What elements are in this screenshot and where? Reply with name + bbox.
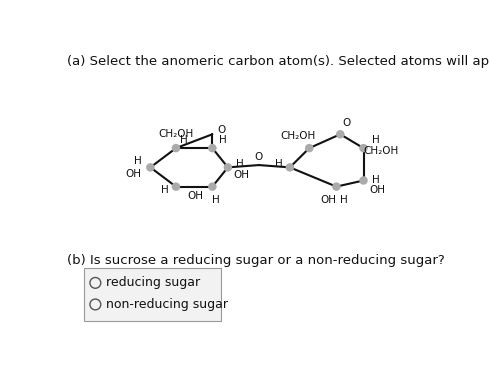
Circle shape <box>223 163 232 171</box>
FancyBboxPatch shape <box>84 268 221 320</box>
Circle shape <box>208 144 217 152</box>
Text: reducing sugar: reducing sugar <box>106 276 200 290</box>
Text: H: H <box>161 185 169 195</box>
Text: H: H <box>212 195 220 205</box>
Circle shape <box>359 176 368 185</box>
Circle shape <box>305 144 314 152</box>
Text: H: H <box>236 159 244 169</box>
Text: H: H <box>372 135 380 146</box>
Text: (b) Is sucrose a reducing sugar or a non-reducing sugar?: (b) Is sucrose a reducing sugar or a non… <box>68 254 445 267</box>
Text: O: O <box>255 152 263 162</box>
Text: H: H <box>180 135 188 146</box>
Circle shape <box>208 182 217 191</box>
Text: OH: OH <box>187 191 203 201</box>
Text: H: H <box>134 156 142 166</box>
Text: CH₂OH: CH₂OH <box>281 131 316 141</box>
Text: H: H <box>275 159 283 169</box>
Text: OH: OH <box>125 168 141 179</box>
Text: O: O <box>218 125 226 134</box>
Text: CH₂OH: CH₂OH <box>363 146 398 156</box>
Circle shape <box>359 144 368 152</box>
Text: CH₂OH: CH₂OH <box>158 129 194 139</box>
Text: OH: OH <box>234 170 250 180</box>
Circle shape <box>286 163 294 171</box>
Text: H: H <box>340 195 348 205</box>
Text: (a) Select the anomeric carbon atom(s). Selected atoms will appear green.: (a) Select the anomeric carbon atom(s). … <box>68 55 490 68</box>
Circle shape <box>336 130 344 139</box>
Circle shape <box>172 144 180 152</box>
Text: OH: OH <box>320 195 337 205</box>
Text: H: H <box>372 176 380 186</box>
Circle shape <box>146 163 155 171</box>
Text: H: H <box>220 135 227 146</box>
Circle shape <box>332 182 341 191</box>
Text: OH: OH <box>369 185 386 195</box>
Circle shape <box>172 182 180 191</box>
Text: O: O <box>343 118 350 128</box>
Text: non-reducing sugar: non-reducing sugar <box>106 298 228 311</box>
